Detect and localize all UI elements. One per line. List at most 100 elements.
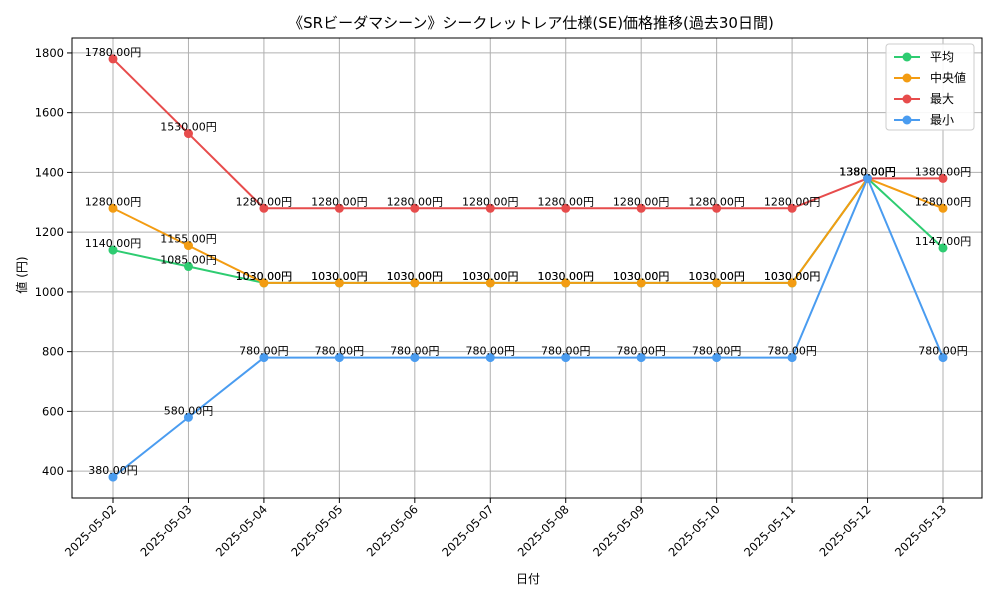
data-point: [259, 203, 269, 213]
data-point: [410, 203, 420, 213]
data-label: 1030.00円: [462, 270, 519, 283]
data-label: 780.00円: [315, 345, 365, 358]
x-tick-label: 2025-05-04: [213, 502, 270, 559]
data-label: 1380.00円: [839, 165, 896, 178]
y-axis-label: 値 (円): [14, 256, 29, 293]
legend-marker: [902, 52, 912, 62]
data-label: 1030.00円: [613, 270, 670, 283]
x-tick-label: 2025-05-08: [515, 502, 572, 559]
x-tick-label: 2025-05-12: [817, 502, 874, 559]
data-point: [561, 203, 571, 213]
y-tick-label: 800: [42, 345, 64, 359]
x-tick-label: 2025-05-03: [137, 502, 194, 559]
data-label: 1030.00円: [462, 270, 519, 283]
x-tick-label: 2025-05-13: [892, 502, 949, 559]
data-label: 1280.00円: [236, 195, 293, 208]
data-point: [863, 173, 873, 183]
data-label: 780.00円: [616, 345, 666, 358]
data-label: 1140.00円: [85, 237, 142, 250]
data-point: [712, 203, 722, 213]
series-line: [112, 175, 944, 478]
data-label: 1030.00円: [688, 270, 745, 283]
data-point: [787, 278, 797, 288]
x-tick-label: 2025-05-02: [62, 502, 119, 559]
data-label: 1380.00円: [839, 165, 896, 178]
y-tick-label: 1000: [35, 285, 64, 299]
y-tick-label: 600: [42, 404, 64, 418]
data-label: 1030.00円: [236, 270, 293, 283]
legend-marker: [902, 115, 912, 125]
legend-entry: 中央値: [930, 70, 966, 85]
data-labels: 1140.00円 1085.00円 1030.00円 1030.00円 1030.00円…: [85, 46, 972, 477]
data-label: 1030.00円: [613, 270, 670, 283]
data-point: [334, 278, 344, 288]
data-label: 780.00円: [767, 345, 817, 358]
data-point: [485, 278, 495, 288]
data-label: 580.00円: [164, 404, 214, 417]
data-point: [108, 203, 118, 213]
data-point: [485, 203, 495, 213]
data-point: [183, 241, 193, 251]
data-label: 1030.00円: [764, 270, 821, 283]
x-tick-label: 2025-05-05: [288, 502, 345, 559]
data-label: 1280.00円: [688, 195, 745, 208]
data-point: [259, 353, 269, 363]
series-line: [112, 176, 944, 284]
data-point: [334, 203, 344, 213]
data-point: [938, 243, 948, 253]
data-label: 1280.00円: [537, 195, 594, 208]
data-label: 1280.00円: [915, 195, 972, 208]
legend-entry: 最大: [930, 92, 954, 106]
series-line: [112, 58, 943, 210]
data-point: [787, 203, 797, 213]
data-label: 1030.00円: [537, 270, 594, 283]
data-point: [410, 353, 420, 363]
data-label: 1280.00円: [85, 195, 142, 208]
data-label: 1030.00円: [311, 270, 368, 283]
data-point: [259, 278, 269, 288]
x-tick-label: 2025-05-11: [741, 502, 798, 559]
data-point: [334, 353, 344, 363]
x-tick-label: 2025-05-10: [666, 502, 723, 559]
data-point: [712, 353, 722, 363]
grid: [72, 38, 982, 498]
x-tick-label: 2025-05-09: [590, 502, 647, 559]
data-label: 1280.00円: [613, 195, 670, 208]
data-label: 1030.00円: [236, 270, 293, 283]
data-label: 380.00円: [88, 464, 138, 477]
data-label: 1030.00円: [688, 270, 745, 283]
legend-entry: 最小: [930, 113, 954, 127]
data-label: 780.00円: [541, 345, 591, 358]
series-layer: [108, 54, 948, 482]
data-point: [636, 278, 646, 288]
y-axis-ticks: 400 600 800 1000 1200 1400 1600 1800: [35, 46, 72, 478]
data-point: [561, 278, 571, 288]
data-label: 1280.00円: [462, 195, 519, 208]
data-point: [938, 203, 948, 213]
data-point: [938, 173, 948, 183]
data-label: 1380.00円: [839, 165, 896, 178]
data-point: [787, 353, 797, 363]
data-point: [485, 353, 495, 363]
data-label: 1280.00円: [764, 195, 821, 208]
data-label: 1155.00円: [160, 233, 217, 246]
legend-box: [885, 43, 975, 131]
data-label: 780.00円: [692, 345, 742, 358]
data-label: 1030.00円: [537, 270, 594, 283]
data-point: [183, 412, 193, 422]
data-point: [183, 262, 193, 272]
y-tick-label: 1600: [35, 106, 64, 120]
data-point: [183, 129, 193, 139]
x-tick-label: 2025-05-07: [439, 502, 496, 559]
data-point: [712, 278, 722, 288]
data-point: [636, 203, 646, 213]
data-point: [561, 353, 571, 363]
legend-marker: [902, 73, 912, 83]
data-label: 780.00円: [239, 345, 289, 358]
data-point: [410, 278, 420, 288]
data-label: 1030.00円: [387, 270, 444, 283]
data-label: 1030.00円: [387, 270, 444, 283]
data-label: 1280.00円: [387, 195, 444, 208]
